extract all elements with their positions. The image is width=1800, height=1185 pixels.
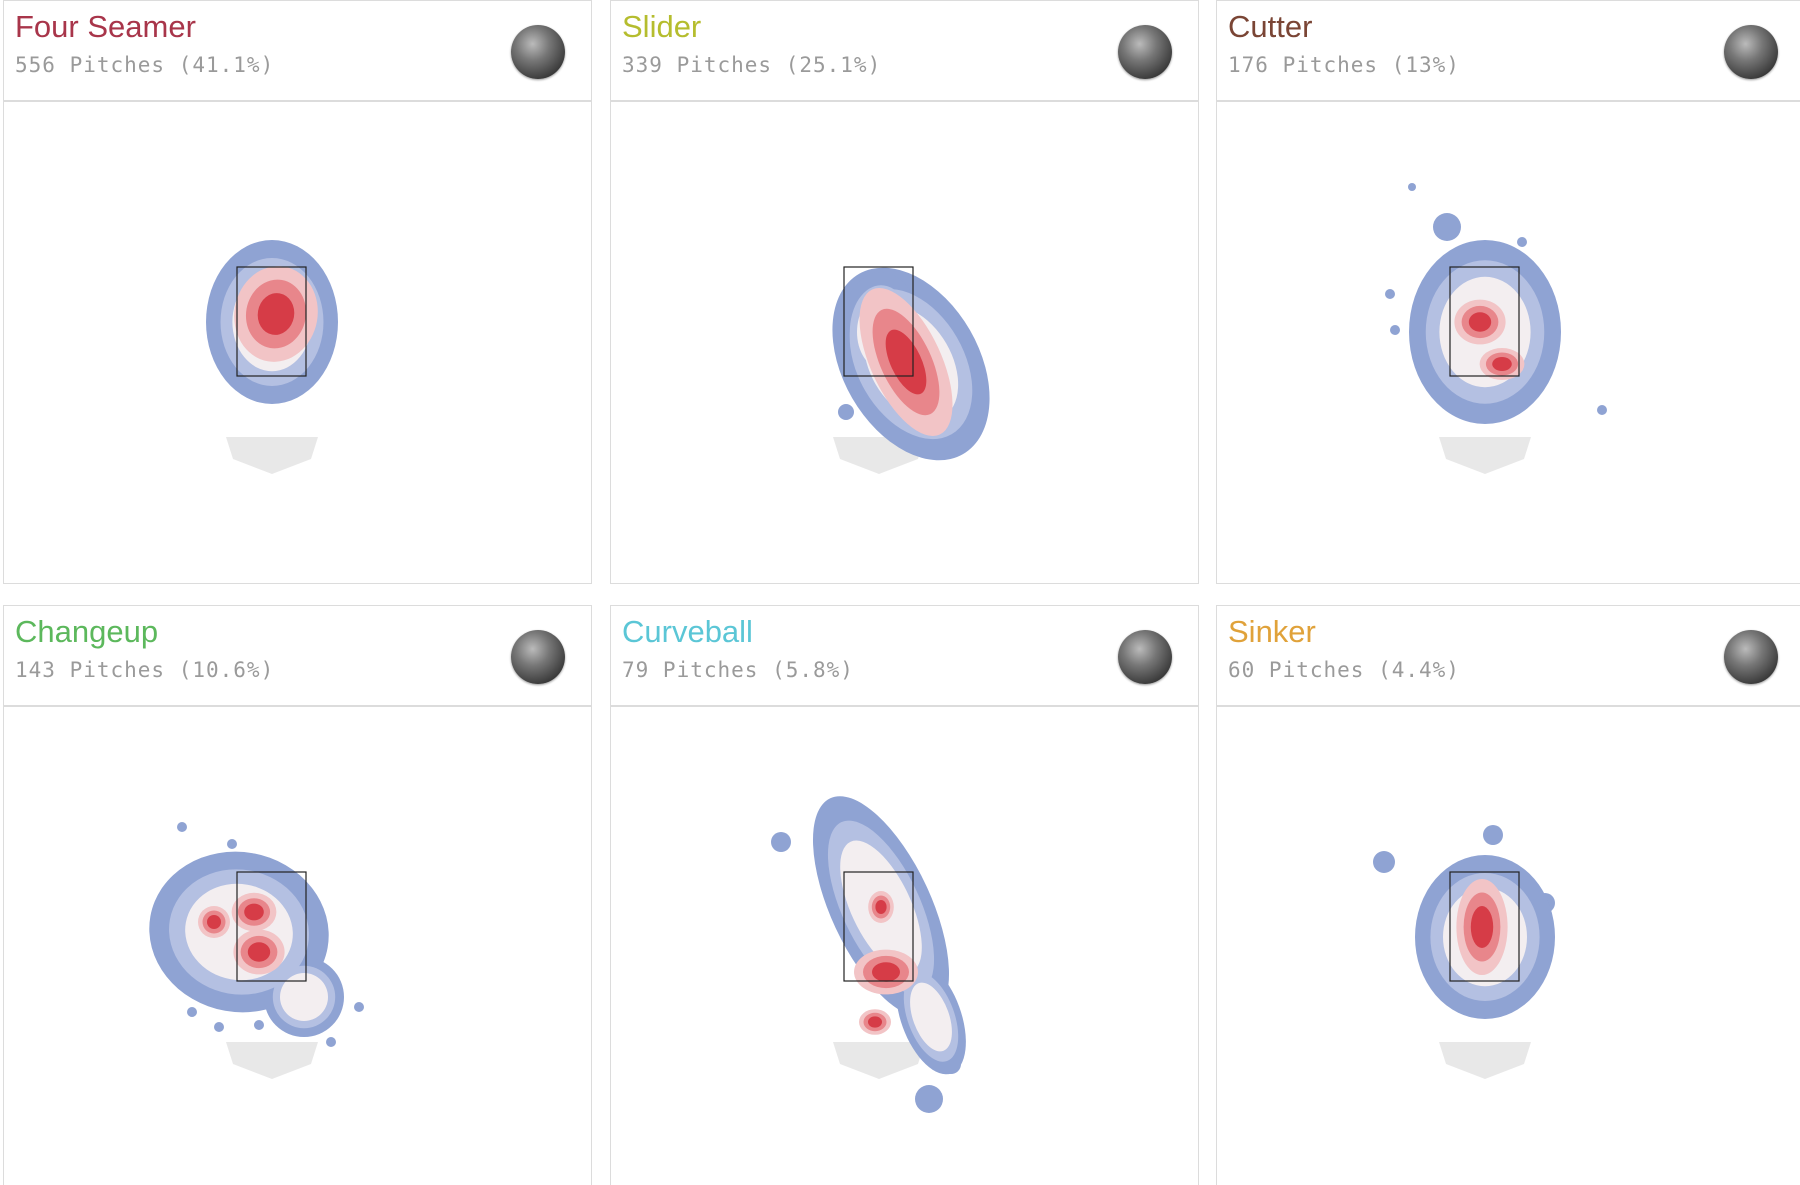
heat-region [1492, 357, 1512, 371]
heat-dot [227, 839, 237, 849]
heat-region [872, 962, 900, 982]
heatmap [832, 266, 990, 474]
panel-header: Changeup 143 Pitches (10.6%) [4, 606, 591, 707]
heat-dot [1408, 183, 1416, 191]
panel-title: Slider [622, 9, 702, 44]
heat-region [875, 900, 887, 914]
home-plate [226, 1042, 318, 1079]
heatmap [1385, 183, 1607, 474]
heat-dot [254, 1020, 264, 1030]
heat-dot [187, 1007, 197, 1017]
panel: Changeup 143 Pitches (10.6%) [3, 605, 592, 1185]
ball-icon [511, 25, 565, 79]
heat-dot [1385, 289, 1395, 299]
heat-dot [326, 1037, 336, 1047]
panel-title: Changeup [15, 614, 159, 649]
heat-dot [1373, 851, 1395, 873]
strike-zone [1449, 266, 1520, 377]
pitch-count: 176 Pitches (13%) [1228, 53, 1460, 77]
ball-icon [1724, 25, 1778, 79]
heatmap [149, 822, 364, 1079]
home-plate [1439, 1042, 1531, 1079]
heat-dot [1597, 405, 1607, 415]
panel-header: Slider 339 Pitches (25.1%) [611, 1, 1198, 102]
home-plate [226, 437, 318, 474]
pitch-count: 79 Pitches (5.8%) [622, 658, 854, 682]
pitch-count: 60 Pitches (4.4%) [1228, 658, 1460, 682]
heat-dot [838, 404, 854, 420]
heatmap [1373, 825, 1555, 1079]
heat-region [1470, 906, 1494, 948]
heat-dot [915, 1085, 943, 1113]
home-plate [833, 1042, 925, 1079]
strike-zone [236, 871, 307, 982]
ball-icon [1118, 630, 1172, 684]
pitch-count: 556 Pitches (41.1%) [15, 53, 275, 77]
heatmap [206, 240, 338, 474]
strike-zone [843, 266, 914, 377]
home-plate [1439, 437, 1531, 474]
heat-region [910, 982, 952, 1052]
panel-header: Sinker 60 Pitches (4.4%) [1217, 606, 1800, 707]
panel: Cutter 176 Pitches (13%) [1216, 0, 1800, 584]
panel: Four Seamer 556 Pitches (41.1%) [3, 0, 592, 584]
heat-region [247, 942, 271, 962]
heat-dot [177, 822, 187, 832]
ball-icon [511, 630, 565, 684]
heat-dot [771, 832, 791, 852]
heat-region [244, 903, 264, 921]
panel-title: Cutter [1228, 9, 1313, 44]
heatmap [771, 796, 966, 1113]
strike-zone [236, 266, 307, 377]
heat-region [868, 1016, 882, 1028]
panel-header: Cutter 176 Pitches (13%) [1217, 1, 1800, 102]
heat-region [257, 293, 295, 335]
panel-header: Curveball 79 Pitches (5.8%) [611, 606, 1198, 707]
heat-region [207, 915, 221, 929]
heat-dot [354, 1002, 364, 1012]
strike-zone [1449, 871, 1520, 982]
heat-dot [1390, 325, 1400, 335]
pitch-count: 339 Pitches (25.1%) [622, 53, 882, 77]
panel-header: Four Seamer 556 Pitches (41.1%) [4, 1, 591, 102]
heat-dot [1517, 237, 1527, 247]
panel: Sinker 60 Pitches (4.4%) [1216, 605, 1800, 1185]
heat-region [1468, 312, 1492, 332]
panel-title: Sinker [1228, 614, 1316, 649]
heat-region [885, 329, 927, 395]
heat-region [280, 973, 328, 1021]
ball-icon [1724, 630, 1778, 684]
heat-dot [1483, 825, 1503, 845]
panel-title: Four Seamer [15, 9, 196, 44]
pitch-count: 143 Pitches (10.6%) [15, 658, 275, 682]
ball-icon [1118, 25, 1172, 79]
heat-dot [1433, 213, 1461, 241]
strike-zone [843, 871, 914, 982]
panel: Curveball 79 Pitches (5.8%) [610, 605, 1199, 1185]
heat-dot [214, 1022, 224, 1032]
panel-title: Curveball [622, 614, 753, 649]
panel: Slider 339 Pitches (25.1%) [610, 0, 1199, 584]
